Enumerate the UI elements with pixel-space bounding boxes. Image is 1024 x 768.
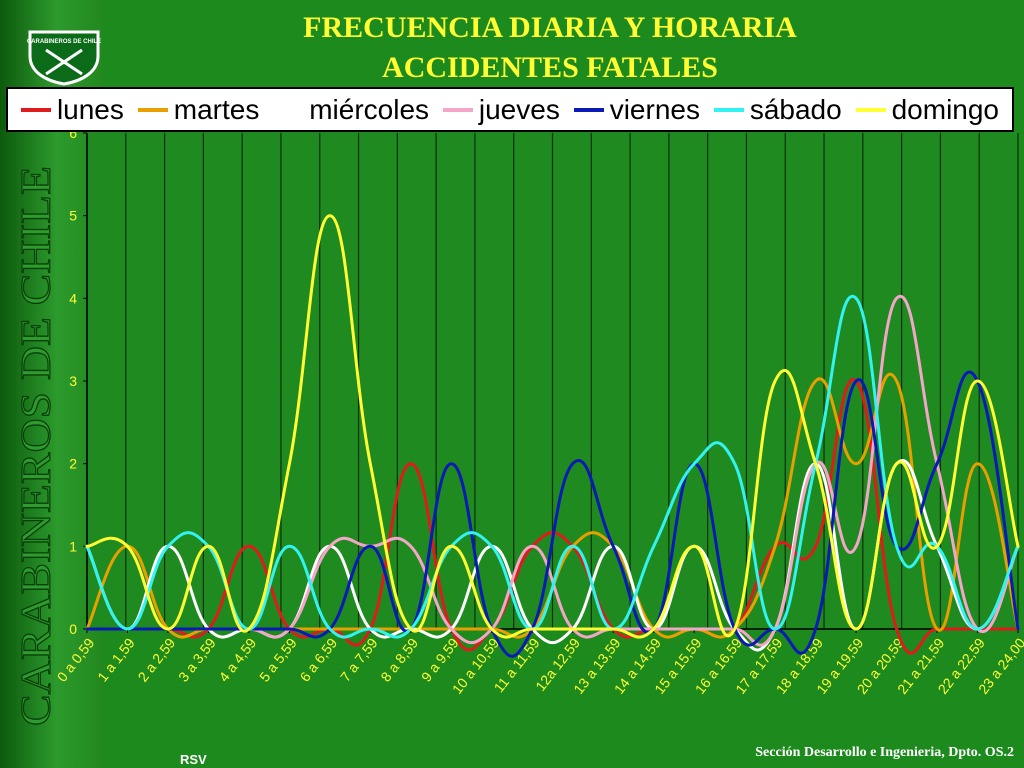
legend-item-3: miércoles — [273, 94, 429, 126]
legend-label: jueves — [478, 93, 560, 125]
footer-left-label: RSV — [180, 752, 207, 767]
x-tick-label: 7 a 7,59 — [337, 635, 381, 685]
legend-item-7: domingo — [855, 93, 999, 126]
title-line-2: ACCIDENTES FATALES — [382, 51, 718, 84]
legend-item-6: sábado — [713, 93, 842, 126]
series-line-7 — [85, 214, 1020, 639]
legend-label: martes — [173, 93, 260, 125]
y-tick-label: 2 — [69, 456, 77, 472]
x-tick-label: 9 a 9,59 — [418, 635, 462, 685]
x-tick-label: 0 a 0,59 — [54, 635, 98, 685]
x-tick-label: 5 a 5,59 — [256, 635, 300, 685]
legend-label: sábado — [749, 93, 842, 125]
y-tick-label: 3 — [69, 373, 77, 389]
x-tick-label: 6 a 6,59 — [296, 635, 340, 685]
legend-swatch — [713, 107, 744, 112]
legend-label: miércoles — [309, 93, 430, 125]
chart-legend: lunes martes miércoles jueves viernes sábado d… — [6, 87, 1014, 132]
legend-item-1: lunes — [20, 93, 124, 126]
sidebar-vertical-text: CARABINEROS DE CHILE — [13, 165, 60, 726]
legend-swatch — [573, 107, 604, 112]
series-line-5 — [85, 370, 1020, 658]
legend-label: viernes — [609, 93, 700, 125]
footer-credit: Sección Desarrollo e Ingenieria, Dpto. O… — [755, 745, 1014, 760]
x-tick-label: 4 a 4,59 — [216, 635, 260, 685]
x-tick-label: 2 a 2,59 — [135, 635, 179, 685]
svg-text:CARABINEROS DE CHILE: CARABINEROS DE CHILE — [14, 166, 60, 726]
shield-icon — [28, 30, 100, 86]
crossed-rifles-icon — [45, 48, 83, 76]
page-title: FRECUENCIA DIARIA Y HORARIA ACCIDENTES F… — [200, 8, 900, 88]
carabineros-logo: CARABINEROS DE CHILE — [27, 30, 101, 86]
y-tick-label: 1 — [69, 538, 77, 554]
y-tick-label: 4 — [69, 290, 77, 306]
legend-swatch — [20, 107, 51, 112]
y-tick-label: 5 — [69, 208, 77, 224]
legend-swatch — [442, 107, 473, 112]
legend-swatch — [273, 107, 304, 112]
legend-item-4: jueves — [442, 93, 560, 126]
legend-label: lunes — [56, 93, 124, 125]
x-tick-label: 3 a 3,59 — [175, 635, 219, 685]
legend-item-5: viernes — [573, 93, 700, 126]
y-tick-label: 0 — [69, 621, 77, 637]
title-line-1: FRECUENCIA DIARIA Y HORARIA — [303, 11, 797, 44]
legend-item-2: martes — [137, 93, 260, 126]
legend-swatch — [137, 107, 168, 112]
legend-swatch — [855, 107, 886, 112]
x-tick-label: 1 a 1,59 — [94, 635, 138, 685]
x-tick-label: 8 a 8,59 — [377, 635, 421, 685]
logo-text: CARABINEROS DE CHILE — [27, 39, 101, 45]
legend-label: domingo — [891, 93, 999, 125]
y-tick-label: 6 — [69, 125, 77, 141]
